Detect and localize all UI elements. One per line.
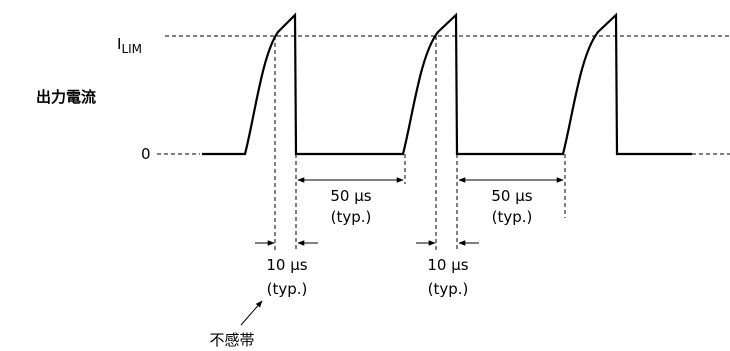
off-time-1-value: 50 µs [330, 187, 371, 205]
dead-time-1-value: 10 µs [266, 256, 307, 274]
off-time-2-value: 50 µs [491, 187, 532, 205]
timing-guide-lines [274, 36, 566, 250]
dead-time-2-note: (typ.) [428, 280, 469, 298]
y-axis-label: 出力電流 [36, 88, 96, 106]
current-waveform [202, 12, 692, 156]
deadband-label: 不感帯 [209, 331, 254, 349]
zero-label: 0 [141, 145, 151, 163]
dead-time-2-value: 10 µs [427, 256, 468, 274]
off-time-1-note: (typ.) [331, 208, 372, 226]
dead-time-1-note: (typ.) [267, 280, 308, 298]
ilim-label: ILIM [117, 35, 142, 56]
deadband-pointer-arrow [240, 300, 263, 326]
off-time-2-note: (typ.) [492, 208, 533, 226]
